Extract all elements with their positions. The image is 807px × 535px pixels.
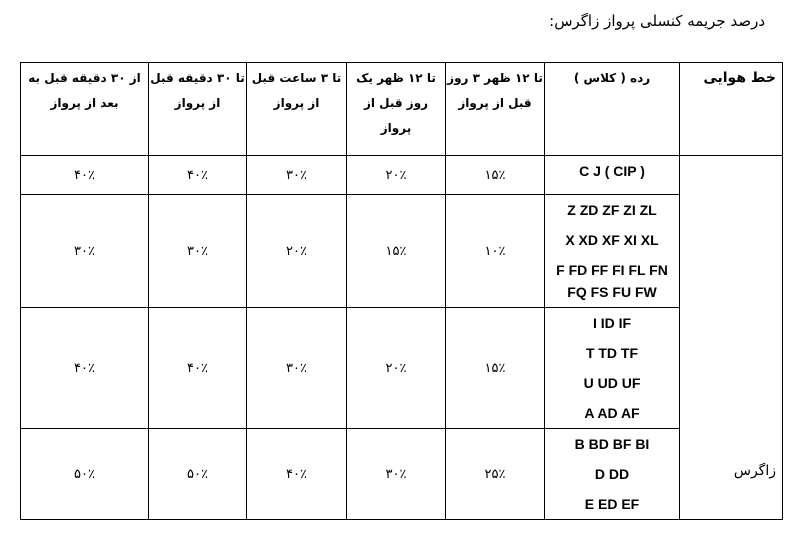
airline-cell: زاگرس — [679, 155, 783, 520]
penalty-percent-cell: ۴۰٪ — [148, 155, 247, 195]
class-cell: Z ZD ZF ZI ZL X XD XF XI XL F FD FF FI FL … — [544, 194, 680, 308]
penalty-percent-cell: ۳۰٪ — [148, 194, 247, 308]
class-code-line: F FD FF FI FL FN FQ FS FU FW — [556, 262, 668, 300]
class-code-line: X XD XF XI XL — [565, 232, 659, 248]
class-code-line: C J ( CIP ) — [579, 163, 645, 179]
class-code-line: U UD UF — [583, 375, 641, 391]
penalty-percent-cell: ۱۵٪ — [346, 194, 446, 308]
class-code-line: E ED EF — [584, 496, 640, 512]
class-code-line: A AD AF — [584, 405, 640, 421]
class-cell: B BD BF BI D DD E ED EF — [544, 428, 680, 520]
table-row: Z ZD ZF ZI ZL X XD XF XI XL F FD FF FI FL … — [20, 194, 783, 308]
header-class: رده ( کلاس ) — [544, 62, 680, 156]
penalty-percent-cell: ۳۰٪ — [20, 194, 149, 308]
penalty-percent-cell: ۲۵٪ — [445, 428, 545, 520]
penalty-percent-cell: ۴۰٪ — [148, 307, 247, 429]
penalty-percent-cell: ۱۵٪ — [445, 155, 545, 195]
penalty-percent-cell: ۴۰٪ — [20, 155, 149, 195]
penalty-percent-cell: ۵۰٪ — [20, 428, 149, 520]
header-after-30-minutes: از ۳۰ دقیقه قبل به بعد از پرواز — [20, 62, 149, 156]
penalty-percent-cell: ۲۰٪ — [346, 155, 446, 195]
penalty-percent-cell: ۳۰٪ — [246, 307, 347, 429]
header-row: خط هوایی رده ( کلاس ) تا ۱۲ ظهر ۳ روز قب… — [20, 62, 783, 156]
class-code-line: Z ZD ZF ZI ZL — [567, 202, 657, 218]
cancellation-penalty-table: خط هوایی رده ( کلاس ) تا ۱۲ ظهر ۳ روز قب… — [20, 62, 783, 520]
table-row: B BD BF BI D DD E ED EF ۲۵٪ ۳۰٪ ۴۰٪ ۵۰٪ ۵۰٪ — [20, 428, 783, 520]
document-title: درصد جریمه کنسلی پرواز زاگرس: — [549, 12, 765, 30]
penalty-percent-cell: ۱۰٪ — [445, 194, 545, 308]
header-30-minutes: تا ۳۰ دقیقه قبل از پرواز — [148, 62, 247, 156]
penalty-percent-cell: ۲۰٪ — [246, 194, 347, 308]
penalty-percent-cell: ۳۰٪ — [346, 428, 446, 520]
class-cell: C J ( CIP ) — [544, 155, 680, 195]
table-row: I ID IF T TD TF U UD UF A AD AF ۱۵٪ ۲۰٪ ۳۰٪ ۴۰٪… — [20, 307, 783, 429]
penalty-percent-cell: ۲۰٪ — [346, 307, 446, 429]
penalty-percent-cell: ۴۰٪ — [246, 428, 347, 520]
header-3-hours: تا ۳ ساعت قبل از پرواز — [246, 62, 347, 156]
class-code-line: I ID IF — [592, 315, 632, 331]
class-code-line: B BD BF BI — [574, 436, 650, 452]
penalty-percent-cell: ۵۰٪ — [148, 428, 247, 520]
header-airline: خط هوایی — [679, 62, 783, 156]
penalty-percent-cell: ۳۰٪ — [246, 155, 347, 195]
penalty-percent-cell: ۱۵٪ — [445, 307, 545, 429]
table-row: زاگرس C J ( CIP ) ۱۵٪ ۲۰٪ ۳۰٪ ۴۰٪ ۴۰٪ — [20, 155, 783, 520]
class-cell: I ID IF T TD TF U UD UF A AD AF — [544, 307, 680, 429]
header-1-day: تا ۱۲ ظهر یک روز قبل از پرواز — [346, 62, 446, 156]
header-3-days: تا ۱۲ ظهر ۳ روز قبل از پرواز — [445, 62, 545, 156]
class-code-line: T TD TF — [585, 345, 639, 361]
class-code-line: D DD — [594, 466, 630, 482]
penalty-percent-cell: ۴۰٪ — [20, 307, 149, 429]
